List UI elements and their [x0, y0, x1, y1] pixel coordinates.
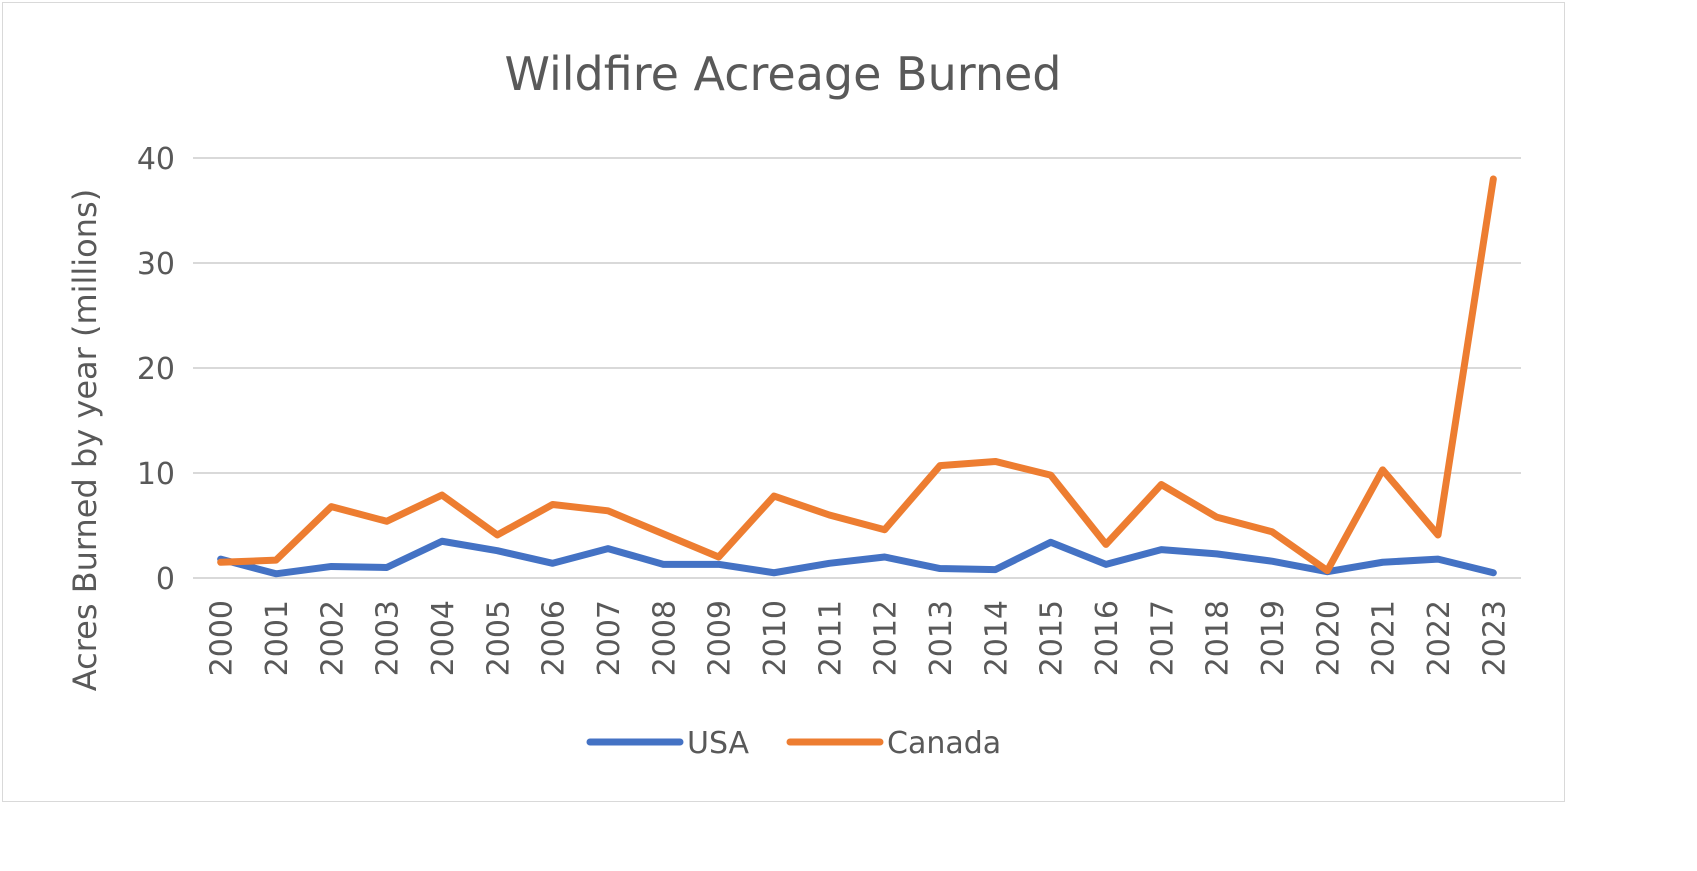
x-tick-label: 2022	[1422, 600, 1457, 676]
chart-title: Wildfire Acreage Burned	[505, 47, 1062, 101]
x-tick-label: 2013	[924, 600, 959, 676]
x-tick-label: 2009	[703, 600, 738, 676]
x-tick-label: 2006	[537, 600, 572, 676]
y-tick-label: 30	[137, 247, 175, 282]
x-tick-label: 2011	[813, 600, 848, 676]
y-tick-label: 0	[156, 562, 175, 597]
x-tick-label: 2003	[371, 600, 406, 676]
x-tick-label: 2023	[1477, 600, 1512, 676]
x-tick-label: 2008	[647, 600, 682, 676]
x-tick-label: 2005	[481, 600, 516, 676]
x-tick-label: 2018	[1201, 600, 1236, 676]
x-tick-label: 2004	[426, 600, 461, 676]
legend-label: USA	[687, 726, 750, 761]
x-tick-label: 2017	[1145, 600, 1180, 676]
x-tick-label: 2001	[260, 600, 295, 676]
x-tick-label: 2014	[979, 600, 1014, 676]
x-tick-label: 2010	[758, 600, 793, 676]
series-line-usa	[217, 537, 1497, 578]
y-tick-label: 20	[137, 352, 175, 387]
x-tick-label: 2000	[205, 600, 240, 676]
x-tick-label: 2016	[1090, 600, 1125, 676]
x-tick-label: 2012	[869, 600, 904, 676]
x-tick-label: 2021	[1367, 600, 1402, 676]
x-tick-label: 2019	[1256, 600, 1291, 676]
series-line-canada	[217, 175, 1497, 575]
x-tick-label: 2020	[1311, 600, 1346, 676]
y-axis-label: Acres Burned by year (millions)	[66, 189, 104, 691]
y-tick-label: 10	[137, 457, 175, 492]
x-tick-label: 2015	[1035, 600, 1070, 676]
x-tick-label: 2007	[592, 600, 627, 676]
legend-label: Canada	[887, 726, 1001, 761]
chart-frame	[2, 2, 1565, 802]
y-tick-label: 40	[137, 142, 175, 177]
x-tick-label: 2002	[315, 600, 350, 676]
